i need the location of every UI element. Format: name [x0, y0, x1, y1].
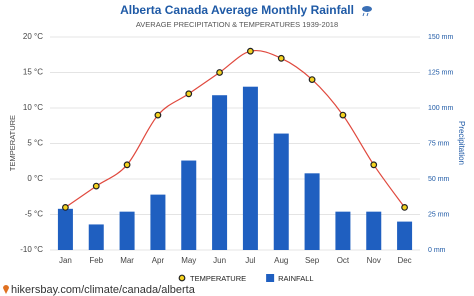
- temperature-point: [185, 90, 193, 98]
- temperature-point: [277, 54, 285, 62]
- bar: [366, 211, 382, 250]
- bar: [88, 224, 104, 250]
- y2-tick-label: 75 mm: [428, 140, 450, 147]
- y2-tick-label: 150 mm: [428, 34, 453, 41]
- temperature-point: [92, 182, 100, 190]
- x-tick-label: May: [181, 256, 196, 265]
- x-tick-label: Jan: [59, 256, 72, 265]
- temperature-point: [154, 111, 162, 119]
- rain-icon: [362, 6, 372, 17]
- legend-marker: [266, 274, 275, 282]
- x-tick-label: Apr: [152, 256, 165, 265]
- y-tick-label: -5 °C: [25, 210, 44, 219]
- bar: [119, 211, 135, 250]
- source: hikersbay.com/climate/canada/alberta: [11, 284, 196, 296]
- y-tick-label: 5 °C: [27, 139, 43, 148]
- y2-axis-label: Precipitation: [457, 121, 466, 165]
- temperature-point: [247, 47, 254, 55]
- y2-tick-label: 50 mm: [428, 176, 450, 183]
- legend-label: RAINFALL: [278, 274, 313, 283]
- bar: [304, 173, 320, 250]
- y-tick-label: -10 °C: [20, 245, 43, 254]
- x-tick-label: Oct: [337, 256, 350, 265]
- y2-tick-label: 125 mm: [428, 69, 453, 76]
- legend-label: TEMPERATURE: [190, 274, 246, 283]
- bar: [242, 86, 258, 250]
- x-tick-label: Aug: [274, 256, 288, 265]
- x-tick-label: Sep: [305, 256, 320, 265]
- temperature-point: [308, 76, 316, 83]
- x-tick-label: Mar: [120, 256, 134, 265]
- legend-marker: [178, 274, 186, 282]
- bar: [397, 221, 413, 250]
- x-tick-label: Dec: [397, 256, 411, 265]
- x-tick-label: Jul: [245, 256, 255, 265]
- chart-subtitle: AVERAGE PRECIPITATION & TEMPERATURES 193…: [136, 20, 338, 29]
- y2-tick-label: 100 mm: [428, 105, 453, 112]
- temperature-point: [216, 69, 223, 76]
- x-tick-label: Jun: [213, 256, 226, 265]
- source-pin: [3, 285, 9, 294]
- temperature-point: [370, 161, 378, 169]
- bar: [273, 133, 289, 250]
- bar: [212, 95, 228, 250]
- y-tick-label: 10 °C: [23, 103, 43, 112]
- bar: [335, 211, 351, 250]
- temperature-line: [65, 50, 406, 208]
- temperature-point: [339, 111, 347, 119]
- temperature-point: [62, 203, 69, 211]
- x-tick-label: Feb: [89, 256, 103, 265]
- bar: [57, 208, 73, 250]
- y-tick-label: 0 °C: [27, 174, 43, 183]
- y-axis-label: TEMPERATURE: [8, 115, 17, 171]
- y2-tick-label: 25 mm: [428, 211, 450, 218]
- x-tick-label: Nov: [367, 256, 381, 265]
- y2-tick-label: 0 mm: [428, 247, 446, 254]
- temperature-point: [123, 161, 131, 169]
- y-tick-label: 20 °C: [23, 32, 43, 41]
- y-tick-label: 15 °C: [23, 68, 43, 77]
- chart-title: Alberta Canada Average Monthly Rainfall: [120, 3, 354, 17]
- temperature-point: [401, 203, 408, 211]
- bar: [181, 160, 197, 250]
- bar: [150, 194, 166, 250]
